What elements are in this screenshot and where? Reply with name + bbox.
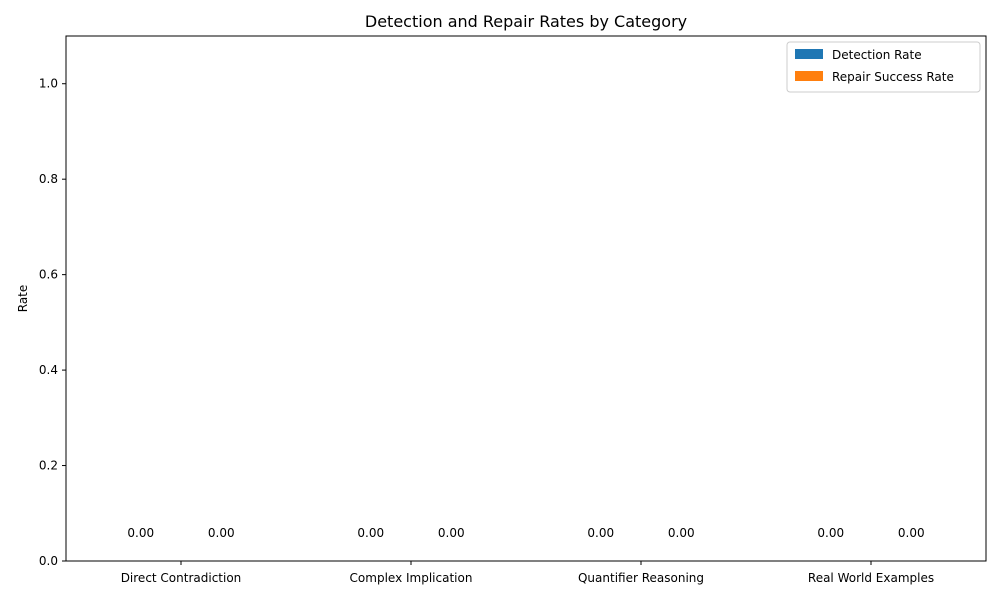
data-label-detection-rate-complex-implication: 0.00 bbox=[357, 526, 384, 540]
data-label-repair-success-rate-direct-contradiction: 0.00 bbox=[208, 526, 235, 540]
data-label-repair-success-rate-real-world-examples: 0.00 bbox=[898, 526, 925, 540]
legend-label-detection-rate: Detection Rate bbox=[832, 48, 922, 62]
data-labels-layer: 0.00 0.00 0.00 0.00 0.00 0.00 0.00 0.00 bbox=[127, 526, 924, 540]
legend-label-repair-success-rate: Repair Success Rate bbox=[832, 70, 954, 84]
data-label-detection-rate-direct-contradiction: 0.00 bbox=[127, 526, 154, 540]
x-tick-label-direct-contradiction: Direct Contradiction bbox=[121, 571, 242, 585]
y-axis-label: Rate bbox=[16, 285, 30, 313]
y-tick-label: 0.0 bbox=[39, 554, 58, 568]
data-label-detection-rate-real-world-examples: 0.00 bbox=[817, 526, 844, 540]
chart-title: Detection and Repair Rates by Category bbox=[365, 12, 687, 31]
y-axis: 0.0 0.2 0.4 0.6 0.8 1.0 bbox=[39, 77, 66, 568]
data-label-detection-rate-quantifier-reasoning: 0.00 bbox=[587, 526, 614, 540]
x-tick-label-complex-implication: Complex Implication bbox=[350, 571, 473, 585]
x-tick-label-real-world-examples: Real World Examples bbox=[808, 571, 934, 585]
legend: Detection Rate Repair Success Rate bbox=[786, 41, 981, 93]
y-tick-label: 0.2 bbox=[39, 459, 58, 473]
x-tick-label-quantifier-reasoning: Quantifier Reasoning bbox=[578, 571, 704, 585]
legend-frame bbox=[786, 41, 981, 93]
y-tick-label: 0.6 bbox=[39, 268, 58, 282]
data-label-repair-success-rate-quantifier-reasoning: 0.00 bbox=[668, 526, 695, 540]
y-tick-label: 0.8 bbox=[39, 172, 58, 186]
data-label-repair-success-rate-complex-implication: 0.00 bbox=[438, 526, 465, 540]
y-tick-label: 1.0 bbox=[39, 77, 58, 91]
plot-area bbox=[66, 36, 986, 561]
x-axis: Direct Contradiction Complex Implication Q… bbox=[121, 561, 934, 585]
legend-swatch-repair-success-rate bbox=[795, 71, 823, 81]
y-tick-label: 0.4 bbox=[39, 363, 58, 377]
plot-frame bbox=[65, 35, 987, 562]
legend-swatch-detection-rate bbox=[795, 49, 823, 59]
